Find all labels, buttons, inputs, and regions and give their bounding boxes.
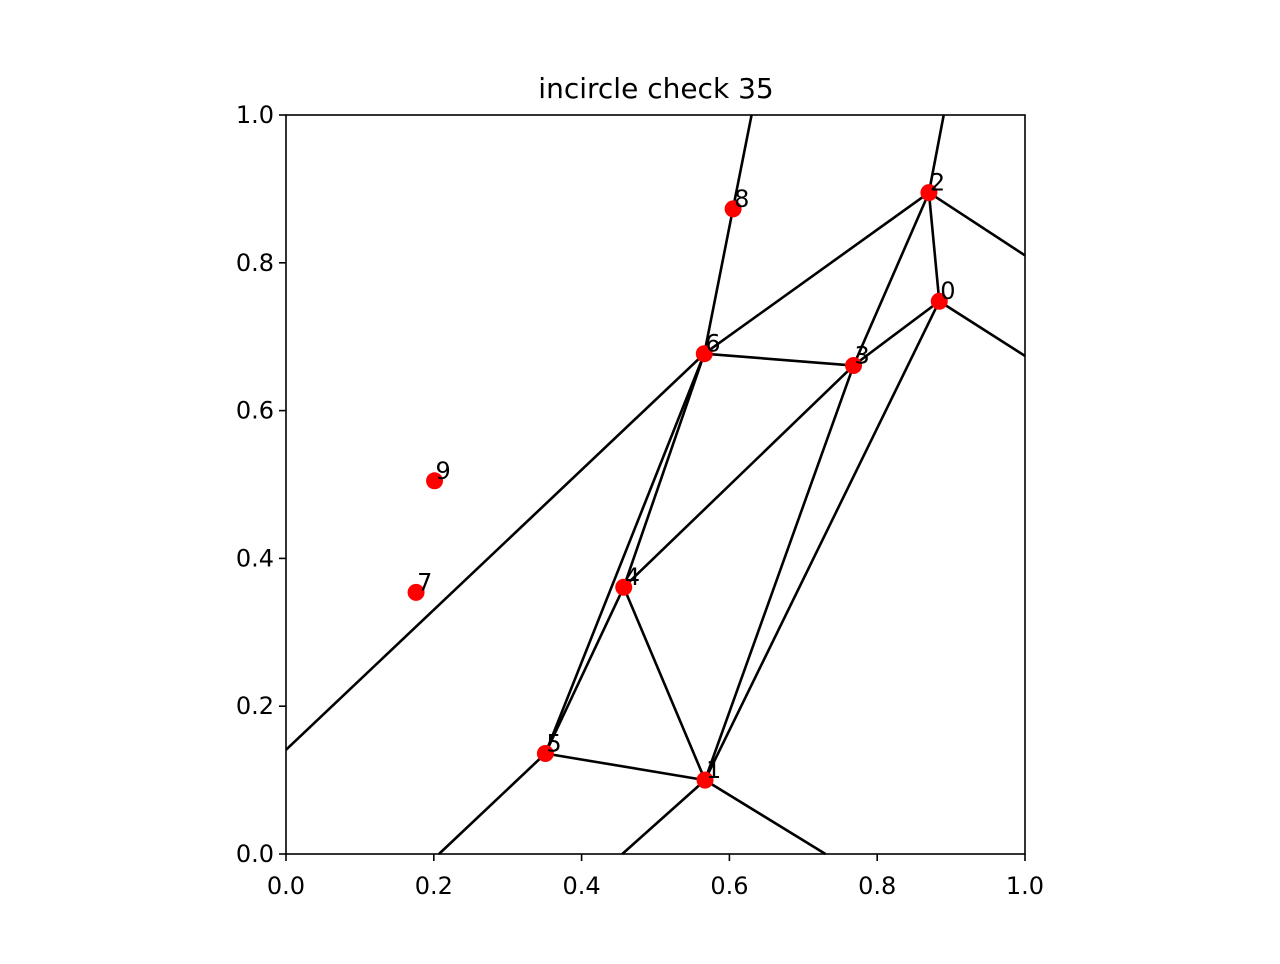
data-point bbox=[920, 184, 938, 202]
edges-layer bbox=[285, 114, 1026, 856]
y-tick-label: 0.6 bbox=[236, 397, 274, 425]
triangulation-edge bbox=[703, 191, 930, 355]
x-tick-label: 0.4 bbox=[563, 872, 601, 900]
point-label: 2 bbox=[930, 169, 945, 197]
triangulation-edge bbox=[622, 586, 707, 781]
x-tick-label: 0.6 bbox=[710, 872, 748, 900]
triangulation-edge bbox=[938, 300, 1026, 358]
data-point bbox=[696, 771, 714, 789]
point-label: 7 bbox=[417, 568, 432, 596]
y-tick-label: 0.8 bbox=[236, 249, 274, 277]
data-point bbox=[724, 200, 742, 218]
triangulation-edge bbox=[704, 778, 827, 856]
triangulation-edge bbox=[702, 114, 753, 354]
point-label: 4 bbox=[625, 563, 640, 591]
y-tick-label: 1.0 bbox=[236, 101, 274, 129]
point-label: 6 bbox=[705, 330, 720, 358]
y-tick-label: 0.4 bbox=[236, 544, 274, 572]
triangulation-edge bbox=[703, 300, 941, 781]
triangulation-edge bbox=[544, 353, 706, 754]
triangulation-edge bbox=[927, 192, 941, 302]
triangulation-edge bbox=[544, 586, 625, 755]
data-point bbox=[615, 578, 633, 596]
triangulation-edge bbox=[852, 192, 931, 367]
data-point bbox=[930, 292, 948, 310]
triangulation-edge bbox=[928, 191, 1026, 257]
data-point bbox=[407, 583, 425, 601]
data-point bbox=[426, 472, 444, 490]
triangulation-edge bbox=[622, 364, 855, 589]
point-label: 3 bbox=[855, 342, 870, 370]
point-labels-layer: 0 1 2 3 4 5 6 7 8 9 bbox=[417, 169, 955, 785]
triangulation-edge bbox=[621, 779, 706, 855]
data-point bbox=[845, 357, 863, 375]
x-tick-label: 1.0 bbox=[1006, 872, 1044, 900]
x-tick-label: 0.0 bbox=[267, 872, 305, 900]
x-tick-label: 0.2 bbox=[415, 872, 453, 900]
plot-frame bbox=[285, 114, 1026, 855]
triangulation-edge bbox=[704, 352, 854, 367]
chart-title: incircle check 35 bbox=[538, 72, 773, 105]
triangulation-edge bbox=[285, 352, 706, 751]
data-point bbox=[536, 744, 554, 762]
triangulation-edge bbox=[703, 365, 855, 781]
x-axis: 0.0 0.2 0.4 0.6 0.8 1.0 bbox=[267, 854, 1044, 900]
x-tick-label: 0.8 bbox=[858, 872, 896, 900]
point-label: 0 bbox=[940, 277, 955, 305]
y-tick-label: 0.2 bbox=[236, 692, 274, 720]
triangulation-edge bbox=[927, 114, 945, 193]
triangulation-edge bbox=[545, 752, 706, 782]
triangulation-edge bbox=[622, 353, 706, 588]
data-point bbox=[695, 345, 713, 363]
point-label: 8 bbox=[734, 185, 749, 213]
y-tick-label: 0.0 bbox=[236, 840, 274, 868]
point-label: 5 bbox=[546, 729, 561, 757]
point-label: 1 bbox=[706, 756, 721, 784]
y-axis: 0.0 0.2 0.4 0.6 0.8 1.0 bbox=[236, 101, 286, 868]
points-layer bbox=[407, 184, 948, 789]
triangulation-edge bbox=[438, 752, 547, 855]
point-label: 9 bbox=[436, 457, 451, 485]
triangulation-edge bbox=[852, 300, 941, 367]
